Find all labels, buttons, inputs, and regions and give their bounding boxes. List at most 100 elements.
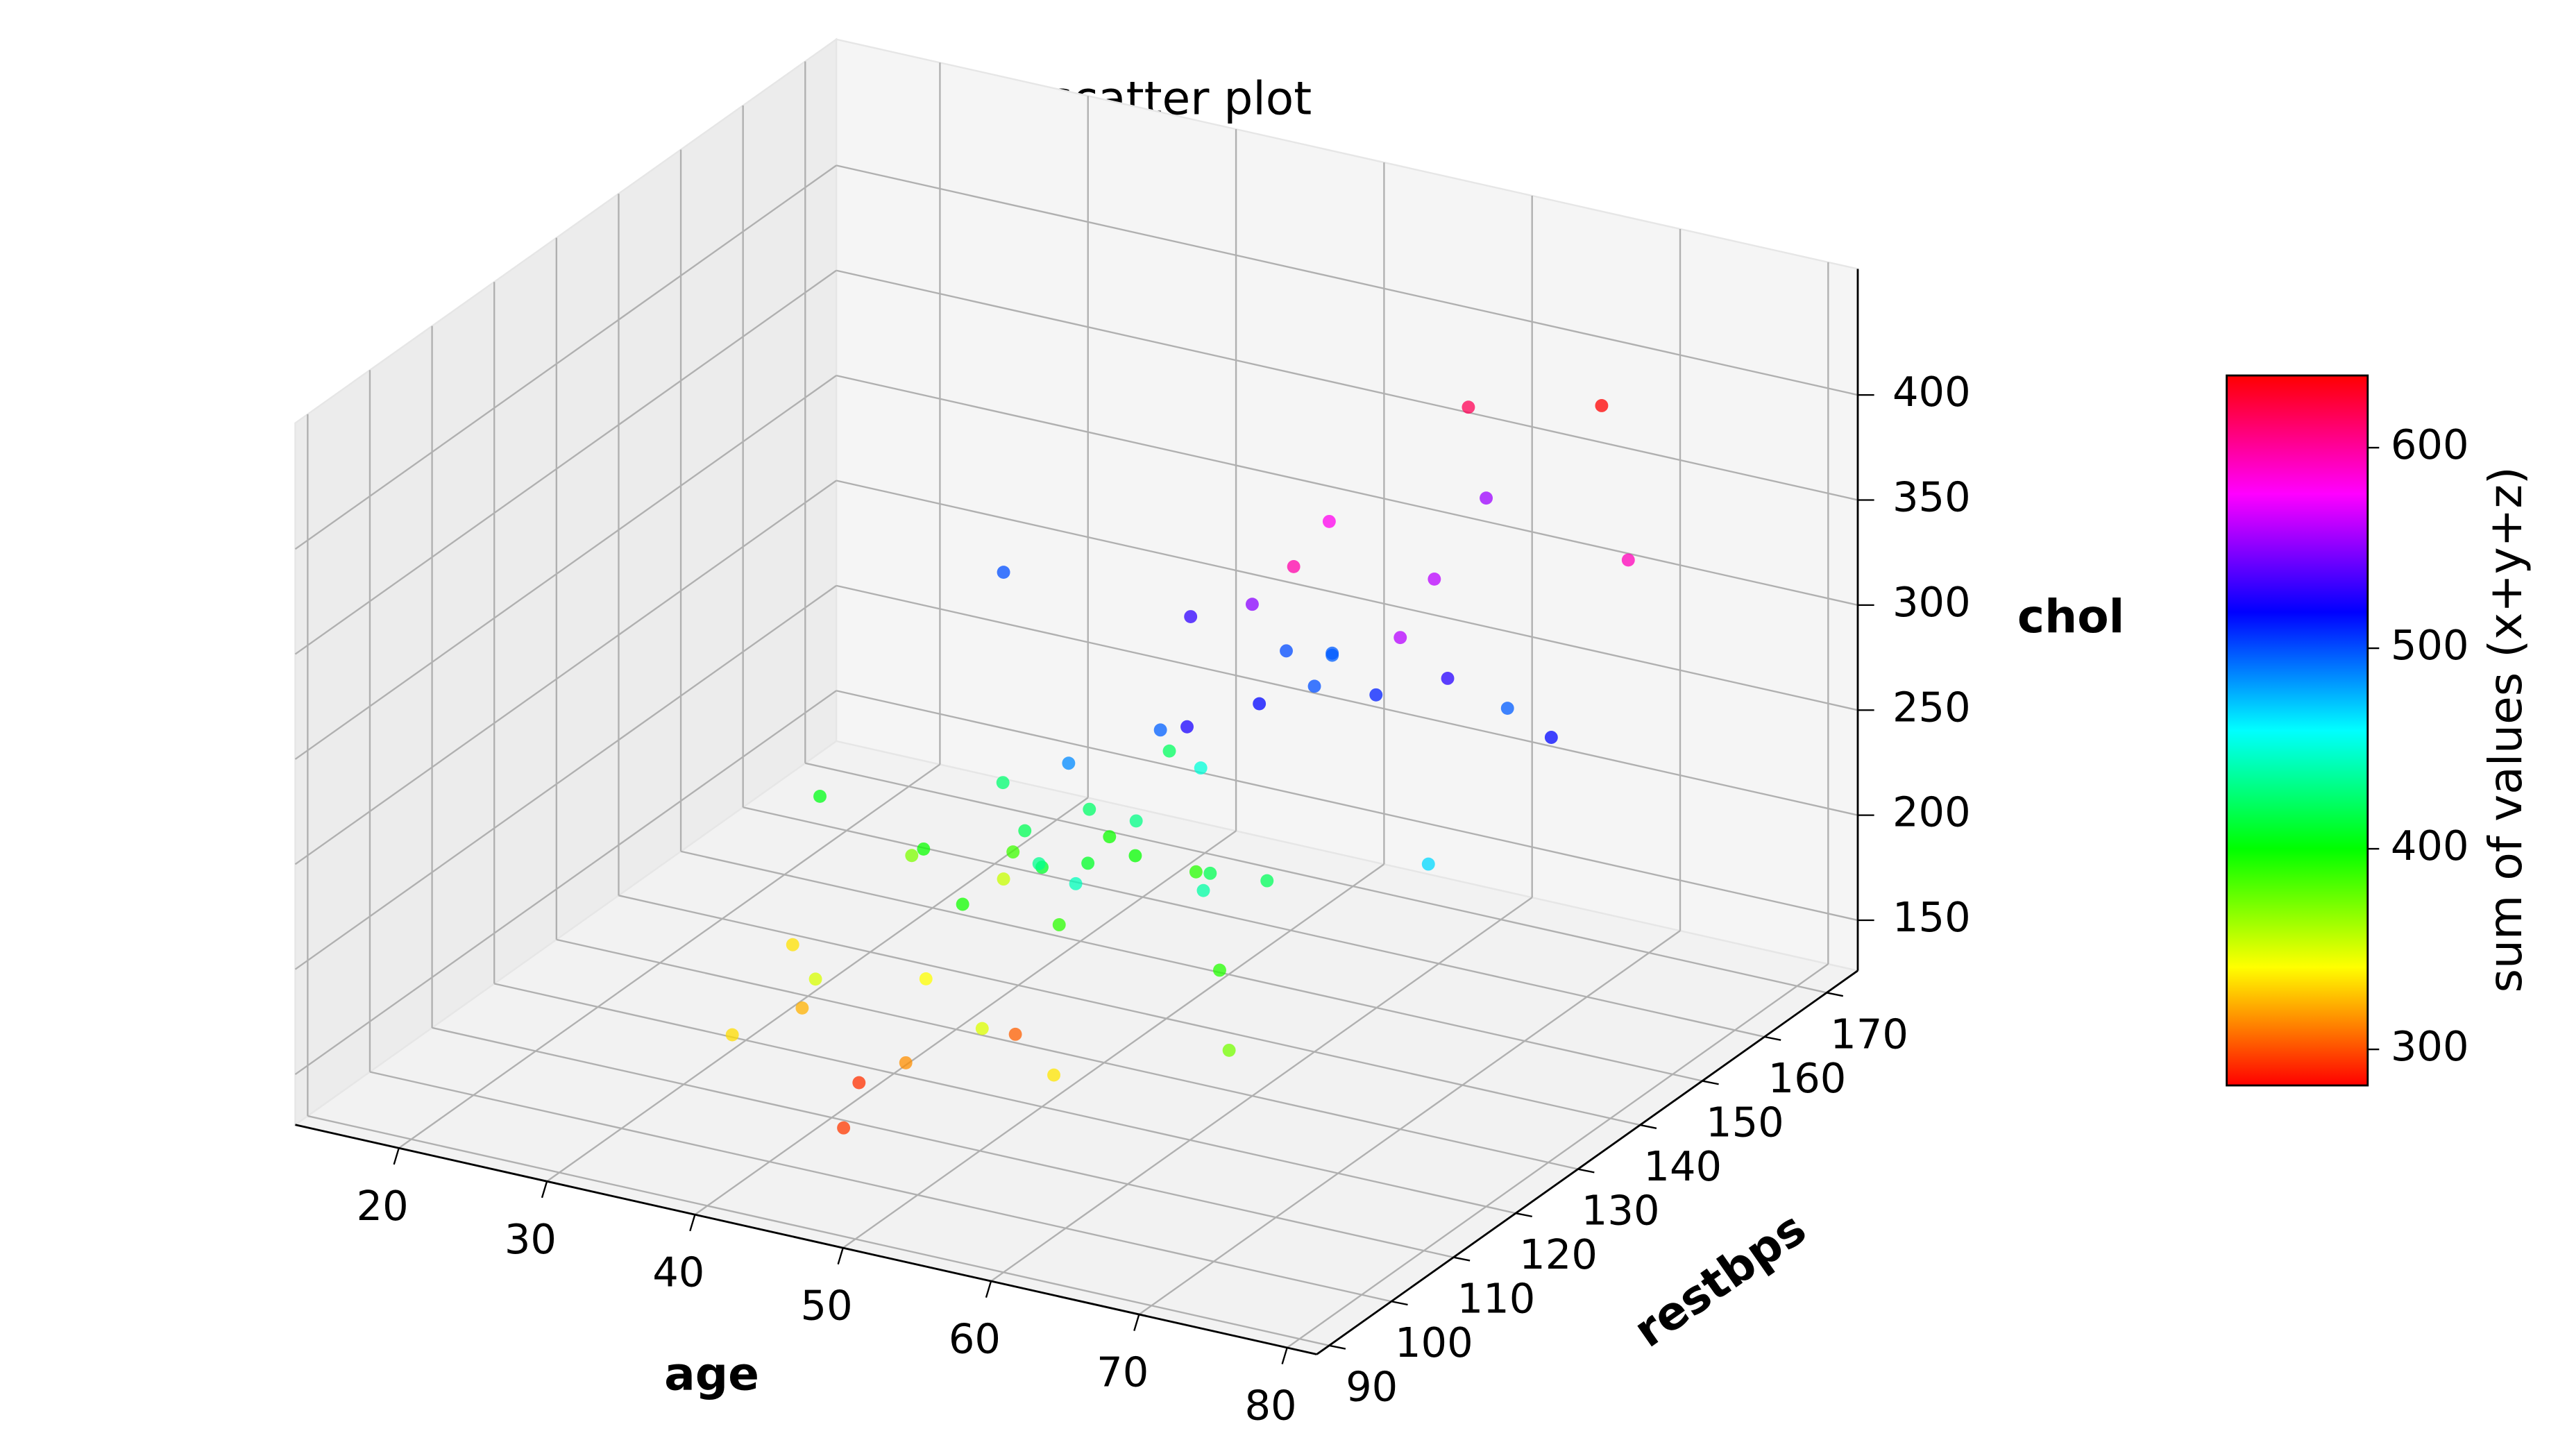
tick-mark: [837, 1247, 844, 1265]
y-tick-label: 150: [1706, 1098, 1784, 1146]
grid-line: [1286, 963, 1829, 1348]
grid-line: [836, 584, 1858, 816]
point: [1394, 631, 1407, 645]
point: [795, 1001, 809, 1015]
point: [919, 972, 933, 985]
point: [1260, 874, 1274, 888]
point: [1287, 559, 1301, 573]
tick-mark: [1640, 1124, 1657, 1129]
point: [852, 1076, 866, 1090]
tick-mark: [1133, 1314, 1140, 1331]
tick-mark: [689, 1214, 696, 1232]
point: [1462, 400, 1475, 414]
grid-line: [836, 480, 1858, 711]
point: [1307, 679, 1321, 693]
z-axis-label: chol: [2017, 590, 2124, 643]
z-tick-label: 300: [1892, 578, 1971, 626]
point: [1180, 720, 1194, 734]
point: [1222, 1043, 1236, 1057]
grid-line: [836, 269, 1858, 501]
point: [837, 1121, 851, 1135]
tick-mark: [1764, 1035, 1781, 1041]
point: [1008, 1027, 1022, 1041]
point: [1621, 553, 1635, 567]
point: [1052, 918, 1066, 931]
grid-line: [836, 374, 1858, 607]
point: [1203, 866, 1217, 880]
grid-line: [743, 806, 1765, 1038]
colorbar-tick-label: 500: [2391, 621, 2469, 669]
point: [1441, 672, 1455, 685]
point: [813, 790, 827, 803]
point: [1325, 646, 1339, 660]
point: [1018, 824, 1032, 838]
grid-line: [294, 690, 837, 1076]
point: [1480, 491, 1493, 505]
grid-line: [294, 584, 837, 970]
y-tick-label: 110: [1457, 1275, 1536, 1323]
grid-line: [294, 164, 837, 550]
point: [1184, 610, 1198, 623]
z-tick-label: 200: [1892, 788, 1971, 836]
point: [1006, 845, 1020, 859]
y-axis-line: [1316, 970, 1858, 1355]
tick-mark: [393, 1147, 400, 1165]
x-axis-label: age: [664, 1348, 759, 1401]
point: [1280, 644, 1293, 658]
tick-mark: [985, 1280, 992, 1298]
point: [997, 566, 1010, 579]
grid-line: [556, 938, 1578, 1170]
z-tick-label: 150: [1892, 893, 1971, 941]
x-tick-label: 80: [1244, 1381, 1296, 1429]
colorbar-label: sum of values (x+y+z): [2479, 466, 2532, 992]
grid-line: [805, 762, 1827, 994]
point: [1083, 802, 1096, 816]
point: [1595, 399, 1609, 412]
point: [899, 1056, 913, 1069]
colorbar: [2226, 374, 2369, 1087]
point: [1194, 761, 1208, 775]
point: [1544, 731, 1558, 744]
point: [1129, 814, 1143, 828]
x-tick-label: 50: [801, 1282, 853, 1330]
point: [997, 872, 1010, 886]
point: [1196, 883, 1210, 897]
point: [786, 938, 799, 951]
z-tick-label: 250: [1892, 683, 1971, 731]
x-tick-label: 30: [505, 1215, 557, 1263]
tick-mark: [541, 1180, 548, 1199]
point: [917, 842, 931, 856]
point: [1428, 572, 1441, 586]
y-tick-label: 140: [1643, 1142, 1722, 1190]
point: [1253, 697, 1267, 711]
colorbar-tick-label: 600: [2391, 421, 2469, 468]
point: [1245, 598, 1259, 611]
x-tick-label: 40: [652, 1248, 704, 1296]
point: [1322, 514, 1336, 528]
grid-line: [398, 763, 941, 1149]
point: [1128, 849, 1142, 863]
point: [975, 1022, 989, 1035]
point: [1369, 688, 1383, 702]
point: [725, 1028, 739, 1042]
colorbar-tick-label: 400: [2391, 822, 2469, 870]
tick-mark: [1391, 1301, 1408, 1306]
tick-mark: [1515, 1212, 1532, 1218]
y-tick-label: 130: [1582, 1187, 1660, 1235]
tick-mark: [1453, 1256, 1471, 1262]
grid-line: [694, 830, 1237, 1216]
grid-line: [990, 897, 1533, 1283]
point: [1213, 963, 1226, 977]
grid-line: [307, 1115, 1330, 1346]
grid-line: [836, 164, 1858, 396]
point: [1421, 857, 1435, 871]
point: [1069, 877, 1083, 890]
y-tick-label: 90: [1346, 1363, 1398, 1411]
point: [956, 897, 969, 911]
point: [1153, 723, 1167, 737]
grid-line: [836, 690, 1858, 922]
grid-line: [294, 375, 837, 760]
grid-line: [1138, 930, 1681, 1315]
y-tick-label: 100: [1395, 1319, 1473, 1366]
